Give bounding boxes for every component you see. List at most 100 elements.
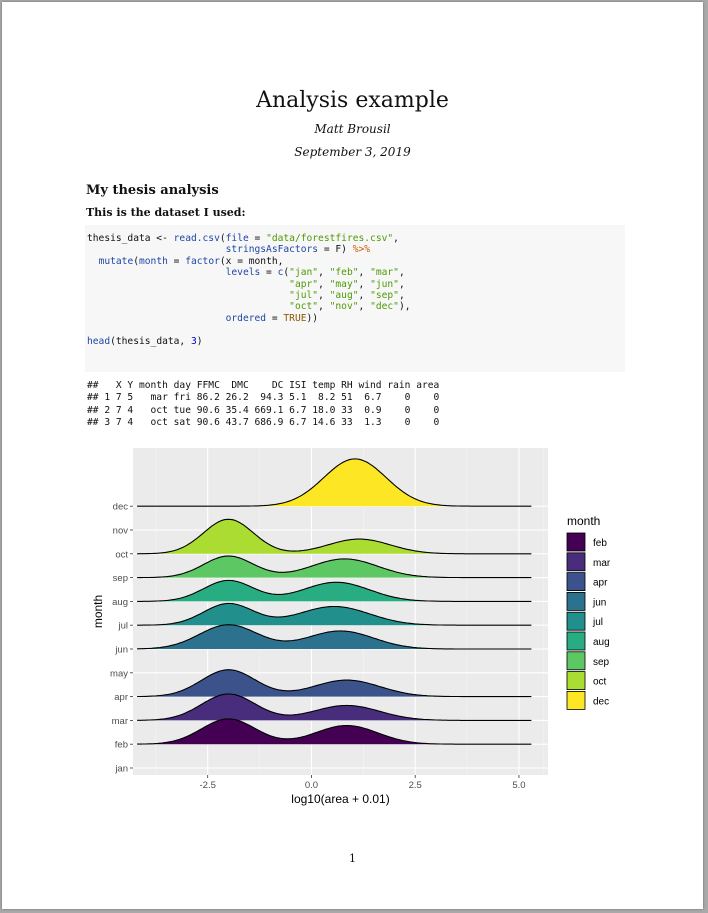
legend-label-sep: sep <box>593 657 610 668</box>
code-token: stringsAsFactors <box>225 244 319 256</box>
legend-key-sep <box>566 651 586 671</box>
code-token: "may" <box>329 278 359 290</box>
code-token: "apr" <box>289 278 319 290</box>
code-text: thesis_data <- read.csv(file = "data/for… <box>85 225 625 347</box>
code-line: head(thesis_data, 3) <box>87 336 625 347</box>
code-token: , <box>358 301 371 313</box>
y-tick-label: apr <box>114 692 128 703</box>
x-tick-label: 0.0 <box>305 780 318 791</box>
legend-key-apr <box>566 572 586 592</box>
code-line: "oct", "nov", "dec"), <box>87 301 625 312</box>
x-tick-label: 5.0 <box>512 780 525 791</box>
code-token: 3 <box>190 335 197 347</box>
code-token: "oct" <box>289 301 319 313</box>
code-token <box>87 267 226 278</box>
code-token: = F) <box>318 244 353 256</box>
code-token <box>87 256 99 267</box>
density-line-jul <box>137 602 532 626</box>
legend-label-apr: apr <box>593 578 608 589</box>
code-token: , <box>318 290 330 302</box>
code-token: ( <box>219 233 226 244</box>
code-token: %>% <box>352 244 371 256</box>
y-tick-label: mar <box>112 716 128 727</box>
code-line: stringsAsFactors = F) %>% <box>87 244 625 255</box>
code-line: "apr", "may", "jun", <box>87 279 625 290</box>
density-line-feb <box>137 718 532 745</box>
code-token: )) <box>306 312 319 324</box>
legend-title: month <box>567 514 600 528</box>
code-token: ( <box>283 267 290 279</box>
code-token: "nov" <box>329 301 359 313</box>
code-token: "jul" <box>289 290 319 302</box>
code-token: TRUE <box>283 312 307 324</box>
y-tick-label: dec <box>113 502 129 513</box>
code-line: "jul", "aug", "sep", <box>87 290 625 301</box>
code-token: mutate <box>98 255 134 267</box>
legend-label-feb: feb <box>593 538 607 549</box>
code-token: , <box>318 267 330 279</box>
code-token: , <box>318 301 330 313</box>
output-line: ## 2 7 4 oct tue 90.6 35.4 669.1 6.7 18.… <box>87 404 440 416</box>
legend-key-dec <box>566 690 586 710</box>
code-token: month <box>139 255 168 267</box>
legend-label-aug: aug <box>593 637 610 648</box>
output-line: ## 3 7 4 oct sat 90.6 43.7 686.9 6.7 14.… <box>87 417 440 429</box>
density-fill-mar <box>137 694 532 721</box>
code-token: read.csv <box>173 233 220 244</box>
density-line-apr <box>137 669 532 698</box>
code-token: "aug" <box>329 290 359 302</box>
legend-key-aug <box>566 631 586 651</box>
code-token <box>87 290 289 301</box>
density-fill-aug <box>137 580 532 602</box>
code-token: , <box>398 278 405 290</box>
code-token: "jun" <box>370 278 399 290</box>
code-token: ), <box>398 301 411 313</box>
density-fill-sep <box>137 556 532 578</box>
y-tick-label: sep <box>113 573 128 584</box>
x-tick-label: 2.5 <box>409 780 422 791</box>
code-token: head <box>87 335 111 347</box>
subsection-heading: This is the dataset I used: <box>86 206 246 219</box>
code-line <box>87 324 625 335</box>
code-token: "jan" <box>289 267 319 279</box>
legend-label-dec: dec <box>593 696 609 707</box>
y-tick-label: oct <box>115 549 128 560</box>
code-token: (x = month, <box>219 255 284 267</box>
code-token: "mar" <box>370 267 399 279</box>
density-fill-jun <box>137 624 532 649</box>
code-token: = <box>248 233 267 244</box>
legend-label-mar: mar <box>593 558 611 569</box>
code-token <box>87 279 289 290</box>
ridgeline-chart: jan feb mar apr may jun jul aug sep oct nov dec -2.5… <box>91 448 611 806</box>
document-date: September 3, 2019 <box>294 145 411 159</box>
density-line-dec <box>137 458 532 507</box>
code-token: , <box>358 267 371 279</box>
density-line-sep <box>137 555 532 579</box>
code-token: ordered <box>225 312 267 324</box>
legend-label-oct: oct <box>593 677 607 688</box>
output-line: ## X Y month day FFMC DMC DC ISI temp RH… <box>87 380 440 391</box>
code-token: "data/forestfires.csv" <box>266 233 394 244</box>
y-tick-label: may <box>110 668 128 679</box>
legend-key-feb <box>566 532 586 552</box>
legend-key-jun <box>566 591 586 611</box>
code-line: thesis_data <- read.csv(file = "data/for… <box>87 233 625 244</box>
section-heading: My thesis analysis <box>86 183 219 198</box>
y-axis-label: month <box>91 595 105 628</box>
legend-key-mar <box>566 552 586 572</box>
density-fill-jul <box>137 603 532 626</box>
code-token <box>87 301 289 312</box>
code-line: levels = c("jan", "feb", "mar", <box>87 267 625 278</box>
code-token: = <box>266 312 284 324</box>
legend-key-jul <box>566 611 586 631</box>
y-tick-label: jul <box>117 621 128 632</box>
y-tick-label: nov <box>113 526 129 537</box>
code-block: thesis_data <- read.csv(file = "data/for… <box>85 225 625 372</box>
density-line-oct <box>137 518 532 555</box>
code-token: "feb" <box>329 267 359 279</box>
code-token: , <box>398 290 405 302</box>
document-author: Matt Brousil <box>314 122 391 136</box>
code-token: levels <box>225 267 261 279</box>
code-token: "sep" <box>370 290 399 302</box>
